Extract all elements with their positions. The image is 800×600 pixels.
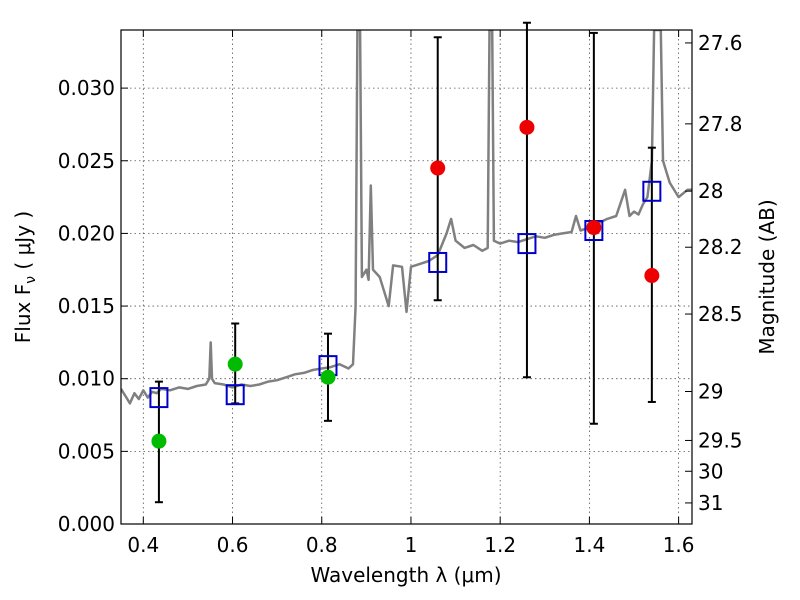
plot-frame bbox=[120, 29, 693, 525]
y-axis-title: Flux Fν ( μJy ) bbox=[11, 211, 39, 343]
axis-ticks: 0.4 0.6 0.8 1 1.2 1.4 1.6 0.000 0.005 0.010 0.015 0… bbox=[58, 30, 743, 557]
y-tick-label: 0.010 bbox=[58, 367, 115, 391]
x-tick-label: 1.2 bbox=[484, 533, 516, 557]
y2-tick-label: 27.6 bbox=[698, 31, 743, 55]
y2-tick-label: 30 bbox=[698, 459, 723, 483]
x-tick-label: 1 bbox=[405, 533, 418, 557]
y2-tick-label: 28 bbox=[698, 179, 723, 203]
y2-axis-title: Magnitude (AB) bbox=[755, 199, 779, 354]
model-square-marker bbox=[428, 251, 448, 273]
marker-layer bbox=[149, 119, 662, 449]
y2-tick-label: 28.2 bbox=[698, 235, 743, 259]
model-square-marker bbox=[642, 180, 662, 202]
y-tick-label: 0.015 bbox=[58, 294, 115, 318]
y-tick-label: 0.025 bbox=[58, 149, 115, 173]
y2-tick-label: 27.8 bbox=[698, 112, 743, 136]
photometry-point bbox=[227, 356, 243, 372]
y-axis-title-main: Flux F bbox=[11, 284, 35, 343]
y2-tick-label: 29.5 bbox=[698, 428, 743, 452]
x-tick-label: 1.6 bbox=[663, 533, 695, 557]
photometry-point bbox=[320, 369, 336, 385]
photometry-point bbox=[430, 160, 446, 176]
model-spectrum-layer bbox=[121, 30, 692, 405]
x-tick-label: 1.4 bbox=[573, 533, 605, 557]
y-tick-label: 0.030 bbox=[58, 76, 115, 100]
model-square-marker bbox=[517, 233, 537, 255]
y-tick-label: 0.020 bbox=[58, 221, 115, 245]
photometry-point bbox=[519, 119, 535, 135]
model-square-marker bbox=[149, 387, 169, 409]
model-spectrum-line bbox=[121, 30, 692, 405]
photometry-point bbox=[586, 220, 602, 236]
y2-tick-label: 28.5 bbox=[698, 302, 743, 326]
y-axis-title-subscript: ν bbox=[23, 276, 39, 284]
x-tick-label: 0.6 bbox=[217, 533, 249, 557]
y-axis-title-units: ( μJy ) bbox=[11, 211, 35, 276]
y-tick-label: 0.000 bbox=[58, 512, 115, 536]
photometry-point bbox=[644, 268, 660, 284]
x-axis-title: Wavelength λ (μm) bbox=[310, 563, 501, 587]
y2-tick-label: 31 bbox=[698, 491, 723, 515]
y2-tick-label: 29 bbox=[698, 379, 723, 403]
model-square-marker bbox=[225, 384, 245, 406]
y-tick-label: 0.005 bbox=[58, 439, 115, 463]
x-tick-label: 0.8 bbox=[306, 533, 338, 557]
x-tick-label: 0.4 bbox=[127, 533, 159, 557]
photometry-point bbox=[151, 433, 167, 449]
